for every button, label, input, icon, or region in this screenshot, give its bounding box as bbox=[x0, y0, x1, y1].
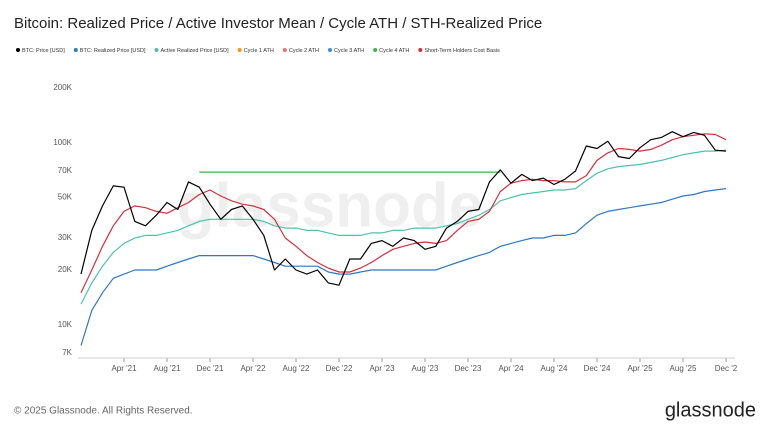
footer: © 2025 Glassnode. All Rights Reserved. bbox=[14, 406, 193, 417]
legend-marker bbox=[418, 48, 423, 52]
watermark: glassnode bbox=[177, 171, 484, 240]
x-tick-label: Aug '23 bbox=[412, 364, 439, 373]
legend-label: Cycle 1 ATH bbox=[244, 48, 274, 54]
x-tick-label: Apr '21 bbox=[111, 364, 137, 373]
y-tick-label: 200K bbox=[53, 83, 72, 92]
legend-label: Active Realized Price [USD] bbox=[161, 48, 230, 54]
legend-label: BTC: Price [USD] bbox=[22, 48, 65, 54]
x-tick-label: Apr '25 bbox=[627, 364, 653, 373]
legend-marker bbox=[73, 48, 78, 52]
legend-label: BTC: Realized Price [USD] bbox=[80, 48, 146, 54]
legend-marker bbox=[154, 48, 159, 52]
series-line bbox=[80, 131, 727, 286]
y-tick-label: 100K bbox=[53, 138, 72, 147]
legend-marker bbox=[328, 48, 332, 52]
legend-marker bbox=[16, 48, 20, 52]
legend-marker bbox=[373, 48, 378, 52]
x-tick-label: Apr '23 bbox=[369, 364, 395, 373]
x-tick-label: Apr '24 bbox=[498, 364, 524, 373]
logo: glassnode bbox=[665, 399, 756, 421]
legend-marker bbox=[282, 48, 287, 52]
x-tick-label: Aug '25 bbox=[670, 364, 697, 373]
x-tick-label: Aug '21 bbox=[154, 364, 181, 373]
y-tick-label: 7K bbox=[62, 348, 72, 357]
chart-title: Bitcoin: Realized Price / Active Investo… bbox=[14, 15, 542, 32]
y-tick-label: 20K bbox=[58, 265, 73, 274]
x-tick-label: Aug '24 bbox=[541, 364, 568, 373]
series-line bbox=[80, 133, 727, 294]
legend: BTC: Price [USD] BTC: Realized Price [USD… bbox=[16, 48, 500, 54]
series-line bbox=[80, 188, 727, 346]
x-tick-label: Aug '22 bbox=[283, 364, 310, 373]
series-line bbox=[80, 149, 727, 305]
x-tick-label: Apr '22 bbox=[240, 364, 266, 373]
y-tick-label: 50K bbox=[58, 193, 73, 202]
y-tick-label: 30K bbox=[58, 233, 73, 242]
y-tick-label: 10K bbox=[58, 320, 73, 329]
x-tick-label: Dec '22 bbox=[326, 364, 353, 373]
legend-label: Cycle 4 ATH bbox=[379, 48, 409, 54]
x-tick-label: Dec '24 bbox=[584, 364, 611, 373]
legend-label: Cycle 2 ATH bbox=[289, 48, 319, 54]
legend-label: Cycle 3 ATH bbox=[334, 48, 364, 54]
y-tick-label: 70K bbox=[58, 166, 73, 175]
legend-label: Short-Term Holders Cost Basis bbox=[424, 48, 500, 54]
legend-marker bbox=[237, 48, 242, 52]
x-tick-label: Dec '21 bbox=[197, 364, 224, 373]
x-tick-label: Dec '23 bbox=[455, 364, 482, 373]
plot-area: 7K 10K 20K 30K 50K 70K 100K 200K Apr '21 Aug '21 D… bbox=[53, 83, 737, 373]
x-tick-label: Dec '2 bbox=[715, 364, 738, 373]
